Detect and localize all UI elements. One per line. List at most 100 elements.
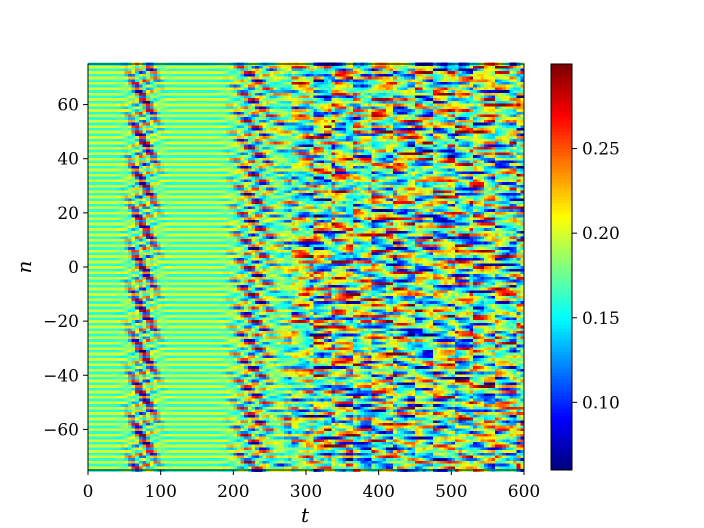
heatmap-cell (440, 411, 445, 415)
heatmap-cell (418, 460, 423, 464)
heatmap-cell (171, 357, 176, 361)
heatmap-cell (178, 403, 183, 407)
heatmap-cell (273, 379, 278, 383)
heatmap-cell (95, 452, 100, 456)
heatmap-cell (422, 400, 427, 405)
heatmap-cell (113, 449, 118, 453)
heatmap-cell (178, 417, 183, 421)
heatmap-cell (345, 465, 350, 470)
heatmap-cell (429, 376, 434, 380)
heatmap-cell (149, 419, 154, 424)
heatmap-cell (342, 463, 347, 467)
heatmap-cell (182, 446, 187, 451)
heatmap-cell (138, 398, 143, 402)
heatmap-cell (473, 400, 478, 405)
heatmap-cell (320, 438, 325, 442)
heatmap-cell (320, 403, 325, 407)
heatmap-cell (258, 438, 263, 442)
heatmap-cell (117, 376, 122, 380)
heatmap-cell (240, 438, 245, 442)
heatmap-cell (211, 403, 216, 407)
heatmap-cell (425, 436, 430, 440)
heatmap-cell (378, 392, 383, 396)
heatmap-cell (505, 368, 510, 372)
heatmap-cell (385, 373, 390, 378)
heatmap-cell (302, 403, 307, 407)
heatmap-cell (240, 425, 245, 429)
heatmap-cell (131, 403, 136, 407)
heatmap-cell (171, 371, 176, 375)
heatmap-cell (487, 414, 492, 418)
heatmap-cell (157, 406, 162, 410)
heatmap-cell (454, 382, 459, 386)
heatmap-cell (422, 360, 427, 364)
heatmap-cell (142, 398, 147, 402)
heatmap-cell (440, 460, 445, 464)
heatmap-cell (197, 438, 202, 442)
heatmap-cell (106, 390, 111, 394)
heatmap-cell (411, 422, 416, 426)
heatmap-cell (236, 449, 241, 453)
heatmap-cell (324, 414, 329, 418)
heatmap-cell (117, 414, 122, 418)
heatmap-cell (367, 384, 372, 388)
heatmap-cell (186, 438, 191, 442)
heatmap-cell (178, 365, 183, 369)
heatmap-cell (131, 422, 136, 426)
heatmap-cell (429, 460, 434, 464)
heatmap-cell (164, 400, 169, 405)
heatmap-cell (153, 428, 158, 432)
heatmap-cell (502, 460, 507, 464)
heatmap-cell (113, 430, 118, 434)
heatmap-cell (484, 382, 489, 386)
heatmap-cell (113, 365, 118, 369)
heatmap-cell (200, 425, 205, 429)
heatmap-cell (433, 446, 438, 451)
heatmap-cell (342, 436, 347, 440)
heatmap-cell (404, 376, 409, 380)
heatmap-cell (371, 465, 376, 470)
heatmap-cell (120, 387, 125, 391)
heatmap-cell (98, 384, 103, 388)
heatmap-cell (378, 411, 383, 415)
heatmap-cell (360, 425, 365, 429)
heatmap-cell (251, 436, 256, 440)
heatmap-cell (520, 457, 525, 461)
heatmap-cell (422, 425, 427, 429)
heatmap-cell (396, 460, 401, 464)
heatmap-cell (276, 425, 281, 429)
heatmap-cell (367, 371, 372, 375)
heatmap-cell (316, 398, 321, 402)
heatmap-cell (345, 365, 350, 369)
heatmap-cell (509, 371, 514, 375)
heatmap-cell (476, 414, 481, 418)
heatmap-cell (382, 387, 387, 391)
heatmap-cell (389, 419, 394, 424)
heatmap-cell (222, 457, 227, 461)
heatmap-cell (124, 373, 129, 378)
heatmap-cell (113, 376, 118, 380)
heatmap-cell (516, 403, 521, 407)
heatmap-cell (131, 373, 136, 378)
heatmap-cell (487, 444, 492, 448)
heatmap-cell (117, 387, 122, 391)
heatmap-cell (120, 449, 125, 453)
heatmap-cell (447, 452, 452, 456)
heatmap-cell (91, 392, 96, 396)
heatmap-cell (236, 360, 241, 364)
heatmap-cell (135, 446, 140, 451)
heatmap-cell (207, 390, 212, 394)
heatmap-cell (135, 411, 140, 415)
heatmap-cell (447, 419, 452, 424)
heatmap-cell (167, 460, 172, 464)
heatmap-cell (236, 390, 241, 394)
heatmap-cell (233, 379, 238, 383)
heatmap-cell (385, 363, 390, 367)
heatmap-cell (385, 452, 390, 456)
heatmap-cell (505, 457, 510, 461)
heatmap-cell (207, 417, 212, 421)
heatmap-cell (124, 446, 129, 451)
heatmap-cell (313, 419, 318, 424)
heatmap-cell (276, 390, 281, 394)
heatmap-cell (106, 430, 111, 434)
